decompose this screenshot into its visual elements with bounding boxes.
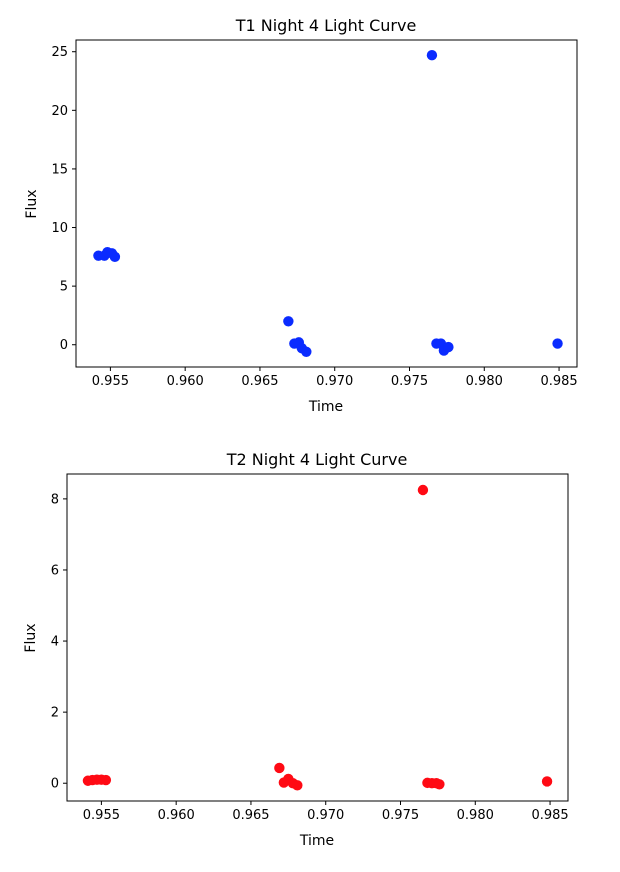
data-point: [417, 484, 429, 496]
plot-frame: [66, 473, 569, 802]
data-point: [292, 780, 303, 791]
x-tick-label: 0.965: [241, 374, 278, 389]
x-axis-label: Time: [308, 399, 343, 415]
y-tick-label: 2: [51, 706, 59, 721]
x-tick-label: 0.955: [83, 808, 120, 823]
y-tick-label: 0: [60, 338, 68, 353]
y-tick-label: 8: [51, 492, 59, 507]
x-tick-label: 0.955: [92, 374, 129, 389]
x-tick-label: 0.975: [382, 808, 419, 823]
scatter-points: [93, 50, 563, 357]
chart-title: T2 Night 4 Light Curve: [226, 450, 408, 469]
chart-t1-light-curve: T1 Night 4 Light Curve Time Flux 0.955 0.…: [24, 16, 578, 415]
y-axis-ticks: 0 2 4 6 8: [51, 492, 67, 792]
x-tick-label: 0.970: [307, 808, 344, 823]
data-point: [434, 779, 445, 790]
y-tick-label: 25: [51, 45, 68, 60]
data-point: [541, 776, 553, 787]
x-axis-label: Time: [299, 833, 334, 849]
x-tick-label: 0.980: [457, 808, 494, 823]
data-point: [109, 251, 121, 263]
y-tick-label: 4: [51, 635, 59, 650]
data-point: [443, 341, 454, 353]
x-tick-label: 0.970: [316, 374, 353, 389]
y-tick-label: 15: [51, 162, 68, 177]
data-point: [552, 338, 563, 349]
y-tick-label: 20: [51, 104, 68, 119]
y-axis-label: Flux: [23, 623, 39, 652]
y-tick-label: 10: [51, 221, 68, 236]
y-tick-label: 5: [60, 280, 68, 295]
x-tick-label: 0.985: [531, 808, 568, 823]
x-tick-label: 0.980: [466, 374, 503, 389]
x-tick-label: 0.960: [167, 374, 204, 389]
plot-frame: [75, 39, 578, 368]
y-tick-label: 6: [51, 563, 59, 578]
data-point: [426, 50, 438, 61]
data-point: [301, 346, 312, 357]
x-axis-ticks: 0.955 0.960 0.965 0.970 0.975 0.980 0.985: [92, 367, 578, 389]
y-axis-ticks: 0 5 10 15 20 25: [51, 45, 76, 353]
data-point: [274, 762, 285, 774]
scatter-points: [82, 484, 553, 791]
data-point: [100, 774, 112, 786]
x-tick-label: 0.975: [391, 374, 428, 389]
x-tick-label: 0.965: [232, 808, 269, 823]
data-point: [283, 316, 294, 327]
chart-title: T1 Night 4 Light Curve: [235, 16, 417, 35]
chart-t2-light-curve: T2 Night 4 Light Curve Time Flux 0.955 0.…: [23, 450, 569, 849]
x-tick-label: 0.985: [540, 374, 577, 389]
y-axis-label: Flux: [24, 189, 40, 218]
y-tick-label: 0: [51, 777, 59, 792]
x-axis-ticks: 0.955 0.960 0.965 0.970 0.975 0.980 0.985: [83, 801, 569, 823]
x-tick-label: 0.960: [158, 808, 195, 823]
